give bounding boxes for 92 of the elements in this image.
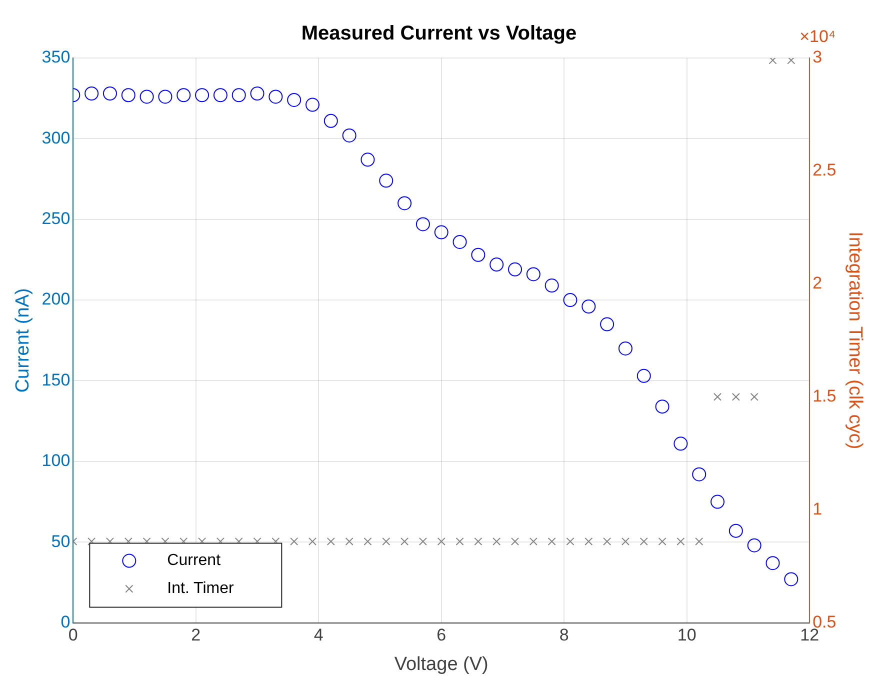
point (471, 248, 486, 262)
point (287, 92, 302, 107)
x-tick-label: 4 (314, 626, 324, 645)
point (324, 114, 338, 128)
chart-title: Measured Current vs Voltage (301, 22, 577, 45)
point (268, 90, 283, 104)
point (563, 293, 578, 308)
point (121, 88, 136, 102)
point (345, 537, 354, 546)
point (548, 537, 556, 546)
point (584, 537, 593, 546)
y-tick-label: 250 (42, 209, 70, 228)
y2-tick-label: 2 (812, 274, 822, 293)
point (508, 262, 522, 276)
point (603, 537, 612, 546)
y-tick-label: 150 (42, 370, 70, 390)
y2-tick-label: 2.5 (812, 160, 836, 180)
point (84, 86, 99, 100)
point (290, 537, 298, 546)
point (676, 537, 685, 546)
point (490, 258, 504, 272)
point (437, 537, 446, 546)
point (176, 88, 191, 102)
point (326, 537, 335, 546)
point (655, 400, 670, 414)
point (140, 90, 154, 104)
y2-tick-label: 1.5 (812, 386, 836, 406)
y2-axis-title: Integration Timer (clk cyc) (844, 232, 866, 450)
point (510, 537, 520, 546)
y2-tick-label: 3 (812, 48, 822, 67)
point (636, 368, 651, 383)
point (640, 537, 648, 546)
point (710, 494, 725, 509)
point (621, 537, 630, 546)
point (766, 556, 780, 570)
point (158, 90, 172, 104)
x-tick-label: 8 (559, 626, 569, 645)
x-axis-title: Voltage (V) (394, 654, 488, 675)
point (342, 128, 356, 142)
point (750, 392, 758, 401)
point (456, 537, 464, 546)
point (674, 436, 688, 451)
point (713, 392, 722, 401)
point (695, 537, 704, 546)
legend-label: Current (167, 552, 222, 570)
point (600, 317, 614, 332)
x-tick-label: 6 (436, 626, 446, 645)
point (618, 341, 632, 356)
y-tick-label: 100 (42, 451, 70, 470)
point (566, 537, 574, 546)
point (658, 537, 666, 546)
point (434, 225, 448, 240)
y-tick-label: 0 (60, 612, 70, 632)
point (787, 58, 796, 64)
point (232, 88, 246, 102)
point (526, 267, 540, 282)
legend-label: Int. Timer (167, 580, 235, 598)
y2-tick-label: 1 (812, 500, 822, 519)
point (418, 537, 427, 546)
point (364, 537, 372, 546)
text: ×10⁴ (800, 27, 836, 46)
point (305, 98, 320, 112)
point (529, 537, 538, 546)
x-tick-label: 2 (191, 626, 201, 645)
point (692, 467, 706, 482)
point (400, 537, 409, 546)
point (492, 537, 501, 546)
point (732, 392, 740, 401)
point (360, 152, 375, 167)
point (474, 537, 482, 546)
point (213, 88, 228, 102)
y-tick-label: 300 (42, 128, 70, 148)
x-tick-label: 10 (677, 626, 696, 645)
point (747, 538, 762, 552)
point (728, 524, 743, 538)
point (195, 88, 210, 102)
point (452, 234, 467, 249)
point (250, 86, 264, 100)
point (784, 572, 798, 586)
y-tick-label: 350 (42, 48, 70, 67)
point (379, 174, 394, 188)
point (768, 58, 777, 64)
point (544, 278, 559, 293)
y-tick-label: 200 (42, 290, 70, 309)
point (382, 537, 390, 546)
point (416, 217, 430, 232)
point (398, 196, 412, 210)
point (582, 300, 596, 314)
point (102, 86, 117, 100)
y-tick-label: 50 (51, 532, 70, 551)
y-axis-title: Current (nA) (12, 288, 34, 393)
point (308, 537, 317, 546)
